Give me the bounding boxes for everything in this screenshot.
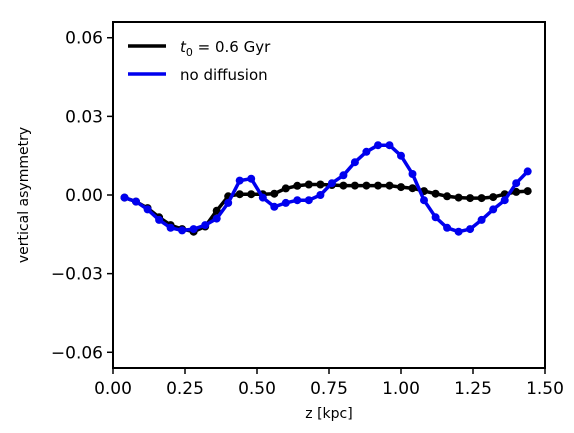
y-tick-label: −0.03 (51, 265, 103, 285)
series-2-point (247, 174, 256, 183)
series-2-point (143, 205, 152, 214)
series-2-point (385, 141, 394, 150)
series-1-point (293, 181, 302, 190)
series-1-point (362, 181, 371, 190)
legend-label-rest: = 0.6 Gyr (193, 38, 271, 56)
x-tick-label: 1.00 (382, 379, 420, 399)
x-tick-label: 0.25 (166, 379, 204, 399)
y-tick-label: −0.06 (51, 343, 103, 363)
series-2-point (477, 215, 486, 224)
series-1-point (316, 180, 325, 189)
y-tick-label: 0.06 (65, 29, 103, 49)
x-tick-label: 1.25 (454, 379, 492, 399)
series-2-point (362, 147, 371, 156)
y-axis-label: vertical asymmetry (16, 127, 32, 263)
series-2-point (155, 215, 164, 224)
x-tick-label: 0.00 (94, 379, 132, 399)
series-1-point (374, 181, 382, 190)
series-1-point (477, 194, 486, 203)
x-axis-label: z [kpc] (305, 406, 352, 422)
series-2-point (454, 227, 463, 236)
series-1-point (281, 184, 290, 193)
series-2-point (235, 176, 244, 185)
series-2-point (350, 158, 359, 167)
series-1-point (350, 181, 359, 190)
series-2-point (374, 141, 382, 150)
series-2-point (512, 179, 521, 188)
series-1-point (235, 190, 244, 199)
series-1-point (397, 183, 405, 192)
series-2-point (327, 179, 336, 188)
series-2-point (408, 170, 417, 178)
series-1-point (212, 206, 221, 215)
series-2-point (258, 193, 267, 202)
series-1-point (512, 187, 521, 196)
series-1-point (454, 193, 463, 202)
series-2-point (132, 197, 140, 206)
x-tick-label: 0.50 (238, 379, 276, 399)
series-2-point (270, 202, 279, 211)
legend-label-t: t (180, 38, 187, 56)
series-2-point (224, 198, 233, 207)
series-2-point (120, 193, 129, 202)
series-1-point (304, 180, 313, 189)
series-2-point (201, 221, 210, 230)
series-line-2 (123, 143, 529, 234)
series-1-point (431, 189, 440, 198)
series-1-point (443, 192, 452, 201)
series-1-point (339, 181, 348, 190)
series-2-point (466, 225, 475, 234)
series-1-point (523, 187, 532, 196)
series-1-point (466, 194, 475, 203)
x-tick-label: 1.50 (526, 379, 564, 399)
legend-label-subscript: 0 (186, 46, 193, 59)
series-1-point (489, 193, 498, 202)
plot-frame (112, 21, 546, 369)
series-2-point (420, 196, 428, 205)
legend: t0 = 0.6 Gyr no diffusion (128, 38, 271, 84)
y-tick-label: 0.03 (65, 107, 103, 127)
ticks-layer: 0.00 0.25 0.50 0.75 1.00 1.25 1.50 −0.06 −0.03 0.… (51, 29, 564, 399)
series-2-point (304, 196, 313, 205)
series-2-point (316, 191, 325, 199)
series-2-point (178, 226, 187, 235)
series-2-point (189, 225, 198, 234)
series-2-point (523, 167, 532, 176)
series-2-point (339, 171, 348, 180)
series-2-point (443, 223, 452, 232)
series-2-point (212, 214, 221, 223)
y-tick-label: 0.00 (65, 186, 103, 206)
series-2-point (489, 205, 498, 214)
series-2-point (500, 196, 509, 205)
series-1-point (270, 189, 279, 198)
series-1-point (247, 190, 256, 199)
x-tick-label: 0.75 (310, 379, 348, 399)
series-2-point (293, 196, 302, 205)
legend-label-series-1: t0 = 0.6 Gyr (180, 38, 271, 59)
series-1-point (385, 181, 394, 190)
legend-label-series-2: no diffusion (180, 66, 268, 84)
series-2-point (397, 151, 405, 160)
series-2-point (166, 223, 175, 232)
series-layer (120, 141, 532, 236)
series-2-point (431, 213, 440, 222)
series-1-point (408, 184, 417, 193)
series-2-point (281, 198, 290, 207)
